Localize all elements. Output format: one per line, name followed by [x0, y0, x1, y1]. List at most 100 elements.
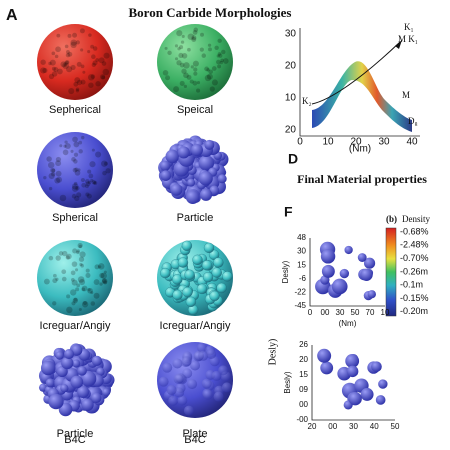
morphology-label: Icreguar/Angiy: [160, 320, 231, 332]
dimple: [103, 280, 108, 285]
dimple: [178, 52, 184, 59]
dimple: [98, 265, 102, 269]
bead: [192, 254, 203, 265]
dimple: [71, 183, 79, 190]
dimple: [77, 276, 85, 283]
dimple: [48, 172, 55, 180]
bead: [204, 139, 215, 150]
dimple: [217, 38, 222, 43]
dimple: [97, 263, 105, 270]
dimple: [187, 379, 198, 390]
annotation: M: [402, 90, 410, 100]
bead: [165, 149, 180, 164]
bead: [172, 289, 183, 301]
dimple: [50, 167, 56, 173]
dimple: [93, 181, 97, 185]
annotation: M K₁: [398, 34, 418, 44]
morphology-label: Particle: [177, 212, 214, 224]
particle: [357, 253, 367, 262]
dimple: [87, 288, 91, 292]
dimple: [183, 405, 194, 416]
dimple: [78, 244, 82, 249]
dimple: [216, 59, 221, 65]
dimple: [193, 67, 198, 72]
x-tick-label: 40: [370, 422, 379, 431]
dimple: [90, 291, 94, 295]
bead: [172, 274, 183, 285]
dimple: [189, 79, 194, 84]
dimple: [62, 62, 69, 69]
dimple: [56, 68, 63, 75]
dimple: [55, 277, 59, 281]
dimple: [71, 193, 77, 199]
dimple: [94, 264, 100, 270]
dimple: [158, 376, 169, 387]
dimple: [173, 373, 184, 384]
dimple: [191, 36, 197, 42]
y-tick-label: -45: [294, 301, 306, 310]
particle: [339, 268, 350, 279]
dimple: [187, 47, 191, 52]
dimple: [43, 278, 50, 285]
dimple: [65, 255, 70, 260]
panel-letter: D: [288, 151, 298, 167]
dimple: [75, 40, 80, 45]
dimple: [78, 278, 86, 286]
dimple: [75, 186, 80, 191]
dimple: [79, 251, 86, 258]
dimple: [87, 287, 93, 294]
dimple: [73, 181, 78, 186]
dimple: [99, 282, 103, 286]
dimple: [56, 33, 61, 38]
y-tick-label: -00: [296, 415, 308, 424]
dimple: [179, 62, 185, 68]
dimple: [54, 54, 59, 59]
dimple: [177, 395, 188, 406]
dimple: [88, 173, 94, 179]
y-tick-label: 00: [299, 400, 308, 409]
dimple: [165, 75, 171, 81]
dimple: [52, 273, 57, 278]
bead: [55, 351, 64, 360]
y-tick-label: 09: [299, 385, 308, 394]
dimple: [220, 58, 224, 63]
dimple: [174, 57, 179, 61]
dimple: [48, 161, 55, 169]
x-label: (Nm): [349, 144, 371, 155]
dimple: [100, 74, 106, 80]
y-tick-label: 20: [285, 61, 297, 72]
dimple: [66, 49, 70, 54]
particle: [317, 348, 332, 363]
dimple: [84, 184, 89, 189]
dimple: [201, 378, 212, 389]
bead: [170, 183, 183, 196]
particle: [346, 365, 359, 378]
dimple: [186, 74, 192, 80]
dimple: [95, 151, 102, 158]
dimple: [75, 287, 80, 292]
dimple: [206, 349, 217, 360]
dimple: [206, 73, 213, 80]
bead: [48, 393, 64, 410]
morphology-label: Plate: [182, 428, 207, 440]
dimple: [99, 272, 105, 279]
dimple: [73, 297, 78, 302]
x-tick-label: 50: [351, 308, 360, 317]
dimple: [92, 46, 98, 51]
dimple: [48, 186, 53, 191]
dimple: [78, 307, 82, 311]
x-tick-label: 0: [308, 308, 313, 317]
bead: [196, 283, 208, 295]
dimple: [102, 170, 107, 176]
dimple: [84, 179, 90, 184]
dimple: [76, 283, 81, 288]
dimple: [48, 255, 54, 261]
dimple: [103, 270, 107, 274]
x-tick-label: 30: [378, 137, 390, 148]
dimple: [190, 65, 194, 69]
dimple: [64, 143, 71, 150]
bead: [71, 344, 83, 356]
dimple: [98, 57, 105, 64]
dimple: [76, 250, 80, 255]
